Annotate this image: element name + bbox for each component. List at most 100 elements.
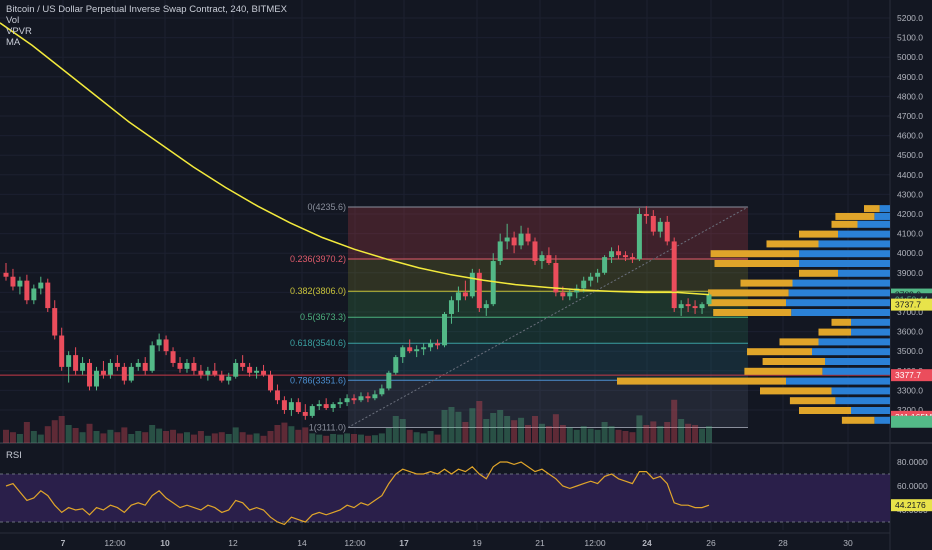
volume-bar <box>288 426 295 443</box>
vpvr-down-bar <box>841 416 875 424</box>
volume-bar <box>441 410 448 443</box>
candle-body <box>163 339 169 352</box>
candle-body <box>546 255 552 263</box>
candle-body <box>261 370 267 375</box>
price-tick-label: 3500.0 <box>897 346 923 356</box>
legend-ma[interactable]: MA <box>6 37 21 48</box>
time-tick-label: 7 <box>61 538 66 548</box>
volume-bar <box>490 413 497 443</box>
price-axis-marker-label: 3377.7 <box>895 370 921 380</box>
volume-bar <box>23 422 30 443</box>
volume-bar <box>434 434 441 443</box>
volume-bar <box>608 426 615 443</box>
candle-body <box>400 347 406 358</box>
legend-vol[interactable]: Vol <box>6 15 20 26</box>
volume-bar <box>671 399 678 443</box>
price-axis-marker-label: 3737.7 <box>895 300 921 310</box>
candle-body <box>233 362 239 377</box>
candle-body <box>469 272 475 297</box>
volume-bar <box>232 427 239 443</box>
volume-bar <box>149 425 156 443</box>
candle-body <box>156 339 162 346</box>
volume-bar <box>622 431 629 443</box>
volume-bar <box>504 416 511 443</box>
candle-body <box>414 349 420 352</box>
price-tick-label: 5100.0 <box>897 33 923 43</box>
vpvr-down-bar <box>779 338 819 346</box>
candle-body <box>31 288 37 301</box>
fib-level-label: 0.618(3540.6) <box>290 338 346 348</box>
price-tick-label: 3900.0 <box>897 268 923 278</box>
candle-body <box>121 366 127 381</box>
time-tick-label: 17 <box>399 538 409 548</box>
vpvr-up-bar <box>838 269 890 277</box>
volume-bar <box>183 432 190 443</box>
price-tick-label: 4100.0 <box>897 229 923 239</box>
vpvr-up-bar <box>786 377 890 385</box>
candle-body <box>539 255 545 262</box>
candle-body <box>240 362 246 367</box>
rsi-line <box>5 461 710 526</box>
volume-bar <box>204 435 211 443</box>
volume-bar <box>79 432 86 443</box>
vpvr-up-bar <box>831 387 890 395</box>
vpvr-up-bar <box>851 328 890 336</box>
candle-body <box>100 370 106 375</box>
vpvr-up-bar <box>818 338 890 346</box>
time-tick-label: 12:00 <box>584 538 606 548</box>
candle-body <box>177 362 183 369</box>
vpvr-up-bar <box>835 397 890 405</box>
price-tick-label: 4200.0 <box>897 209 923 219</box>
chart-title: Bitcoin / US Dollar Perpetual Inverse Sw… <box>6 4 287 15</box>
rsi-current-value: 44.2176 <box>895 500 926 510</box>
volume-bar <box>392 416 399 443</box>
vpvr-up-bar <box>822 367 890 375</box>
candle-body <box>511 237 517 246</box>
volume-bar <box>573 429 580 443</box>
candle-body <box>553 263 559 293</box>
candle-body <box>38 282 44 289</box>
price-tick-label: 4700.0 <box>897 111 923 121</box>
candle-body <box>281 400 287 410</box>
price-tick-label: 4900.0 <box>897 72 923 82</box>
volume-bar <box>281 422 288 443</box>
volume-bar <box>86 423 93 443</box>
candle-body <box>706 294 712 305</box>
candle-body <box>490 261 496 305</box>
legend-vpvr[interactable]: VPVR <box>6 26 32 37</box>
candle-body <box>247 366 253 373</box>
vpvr-down-bar <box>760 387 832 395</box>
time-tick-label: 30 <box>843 538 853 548</box>
rsi-tick-label: 80.0000 <box>897 457 928 467</box>
candle-body <box>73 355 79 371</box>
vpvr-down-bar <box>713 309 792 316</box>
volume-bar <box>246 434 253 443</box>
volume-bar <box>385 428 392 443</box>
volume-bar <box>163 431 170 443</box>
fib-band <box>348 259 748 292</box>
candle-body <box>10 276 16 287</box>
volume-bar <box>253 433 260 443</box>
candle-body <box>567 292 573 297</box>
time-tick-label: 28 <box>778 538 788 548</box>
candle-body <box>393 357 399 373</box>
vpvr-up-bar <box>851 318 890 326</box>
chart-legend: Bitcoin / US Dollar Perpetual Inverse Sw… <box>6 4 287 48</box>
volume-bar <box>706 426 712 443</box>
time-tick-label: 10 <box>160 538 170 548</box>
price-axis-marker <box>891 415 932 428</box>
volume-bar <box>545 426 552 443</box>
vpvr-up-bar <box>879 205 890 213</box>
price-tick-label: 3600.0 <box>897 327 923 337</box>
rsi-label: RSI <box>6 450 22 461</box>
price-tick-label: 4500.0 <box>897 150 923 160</box>
volume-bar <box>344 433 351 443</box>
vpvr-up-bar <box>838 230 890 238</box>
candle-body <box>142 362 148 371</box>
volume-bar <box>135 431 142 443</box>
candle-body <box>316 404 322 407</box>
candle-body <box>692 306 698 309</box>
vpvr-down-bar <box>799 230 838 238</box>
volume-bar <box>295 429 302 443</box>
